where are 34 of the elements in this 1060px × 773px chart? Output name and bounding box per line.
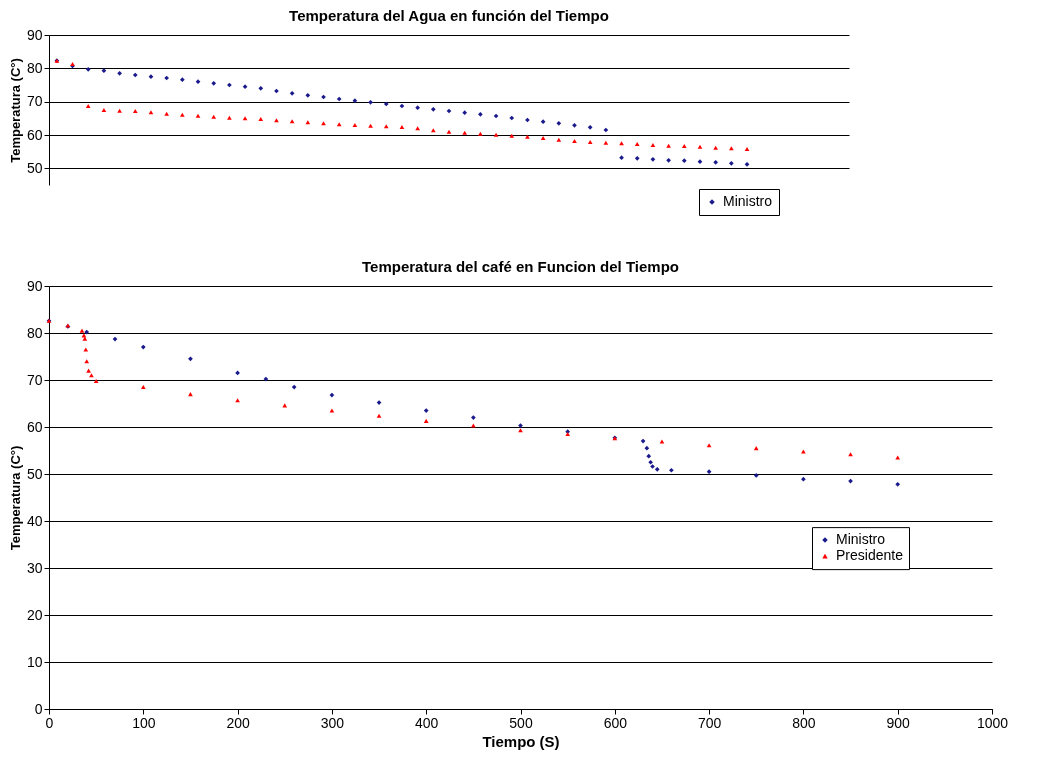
y-axis-title: Temperatura (C°) [7,445,23,551]
y-tick-label: 70 [26,93,43,110]
y-tick-label: 80 [26,59,43,76]
x-tick-label: 900 [886,714,911,731]
x-tick-label: 400 [415,714,439,731]
x-tick-label: 500 [509,714,533,731]
y-tick-label: 30 [26,559,43,576]
x-tick-label: 1000 [976,714,1009,731]
x-tick-label: 0 [45,714,54,731]
y-tick-label: 10 [26,653,43,670]
y-tick-label: 90 [26,26,43,43]
y-tick-label: 50 [26,159,43,176]
chart-title: Temperatura del Agua en función del Tiempo [289,7,609,24]
x-tick-label: 800 [792,714,816,731]
y-tick-label: 60 [26,126,43,143]
legend-label: Presidente [836,547,904,564]
y-tick-label: 70 [26,371,43,388]
y-tick-label: 60 [26,418,43,435]
x-tick-label: 100 [132,714,156,731]
chart-title: Temperatura del café en Funcion del Tiempo [361,258,680,275]
legend-label: Ministro [723,193,773,209]
x-tick-label: 600 [603,714,628,731]
y-tick-label: 80 [26,324,43,341]
y-tick-label: 0 [34,700,43,717]
y-tick-label: 50 [26,465,43,482]
x-tick-label: 200 [226,714,250,731]
y-tick-label: 20 [26,606,43,623]
y-axis-title: Temperatura (C°) [7,58,23,163]
x-tick-label: 700 [697,714,722,731]
x-axis-title: Tiempo (S) [482,732,560,750]
y-tick-label: 40 [26,512,43,529]
y-tick-label: 90 [26,277,43,294]
legend-label: Ministro [836,531,886,548]
x-tick-label: 300 [320,714,345,731]
